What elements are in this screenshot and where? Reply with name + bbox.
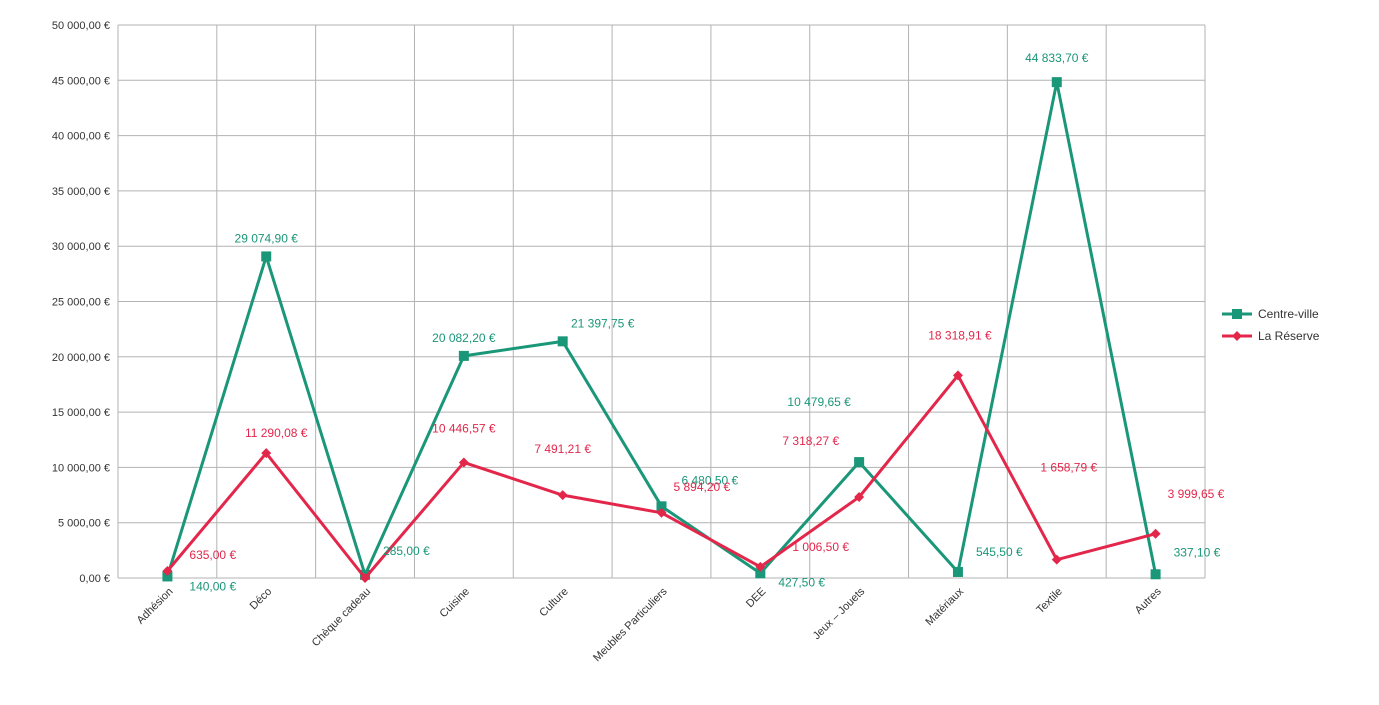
data-label: 11 290,08 €	[245, 426, 308, 440]
data-label: 337,10 €	[1174, 545, 1221, 559]
data-label: 7 318,27 €	[782, 434, 839, 448]
legend-label: Centre-ville	[1258, 307, 1319, 321]
data-label: 7 491,21 €	[534, 442, 591, 456]
legend-marker	[1232, 309, 1242, 319]
y-tick-label: 25 000,00 €	[52, 297, 110, 309]
y-tick-label: 20 000,00 €	[52, 352, 110, 364]
y-tick-label: 5 000,00 €	[58, 518, 110, 530]
data-label: 20 082,20 €	[432, 331, 496, 345]
data-label: 29 074,90 €	[235, 231, 299, 245]
y-tick-label: 15 000,00 €	[52, 407, 110, 419]
data-point	[656, 507, 667, 518]
data-label: 5 894,20 €	[674, 480, 731, 494]
data-point	[458, 350, 469, 361]
data-point	[557, 336, 568, 347]
data-label: 545,50 €	[976, 545, 1023, 559]
x-tick-label: Culture	[537, 586, 571, 620]
data-point	[755, 568, 766, 579]
data-label: 10 446,57 €	[432, 421, 496, 435]
y-tick-label: 50 000,00 €	[52, 20, 110, 32]
data-point	[854, 457, 865, 468]
data-point	[755, 561, 766, 572]
data-label: 140,00 €	[189, 579, 236, 593]
x-tick-label: Cuisine	[438, 586, 472, 620]
data-point	[360, 573, 371, 583]
x-tick-label: Chèque cadeau	[310, 586, 373, 649]
data-point	[1150, 528, 1161, 539]
x-tick-label: Matériaux	[923, 585, 966, 628]
y-tick-label: 40 000,00 €	[52, 131, 110, 143]
data-point	[952, 566, 963, 577]
x-tick-label: Autres	[1133, 585, 1164, 616]
x-tick-label: Adhésion	[135, 586, 176, 627]
y-tick-label: 30 000,00 €	[52, 241, 110, 253]
data-point	[261, 448, 272, 459]
data-point	[458, 457, 469, 468]
x-tick-label: DEE	[744, 586, 768, 610]
x-tick-label: Déco	[248, 586, 275, 613]
data-label: 427,50 €	[778, 575, 825, 589]
data-label: 635,00 €	[189, 548, 236, 562]
data-point	[162, 565, 173, 576]
data-point	[261, 251, 272, 262]
data-point	[162, 571, 173, 582]
legend-marker	[1232, 331, 1242, 341]
legend-label: La Réserve	[1258, 329, 1320, 343]
data-label: 1 006,50 €	[792, 540, 849, 554]
data-label: 1 658,79 €	[1040, 461, 1097, 475]
data-label: 44 833,70 €	[1025, 51, 1089, 65]
data-point	[557, 490, 568, 501]
data-point	[854, 492, 865, 503]
data-label: 21 397,75 €	[571, 316, 635, 330]
data-point	[1051, 554, 1062, 565]
data-point	[656, 501, 667, 512]
data-label: 18 318,91 €	[928, 328, 992, 342]
data-label: 10 479,65 €	[787, 395, 851, 409]
x-tick-label: Jeux – Jouets	[811, 585, 868, 642]
data-point	[1051, 77, 1062, 88]
data-point	[952, 370, 963, 381]
x-tick-label: Textile	[1034, 586, 1065, 617]
y-tick-label: 35 000,00 €	[52, 186, 110, 198]
y-tick-label: 10 000,00 €	[52, 462, 110, 474]
data-label: 285,00 €	[383, 544, 430, 558]
data-point	[1150, 569, 1161, 580]
y-tick-label: 45 000,00 €	[52, 75, 110, 87]
data-label: 6 480,50 €	[682, 473, 739, 487]
x-tick-label: Meubles Particuliers	[591, 585, 670, 664]
data-label: 3 999,65 €	[1168, 487, 1225, 501]
y-tick-label: 0,00 €	[79, 573, 110, 585]
